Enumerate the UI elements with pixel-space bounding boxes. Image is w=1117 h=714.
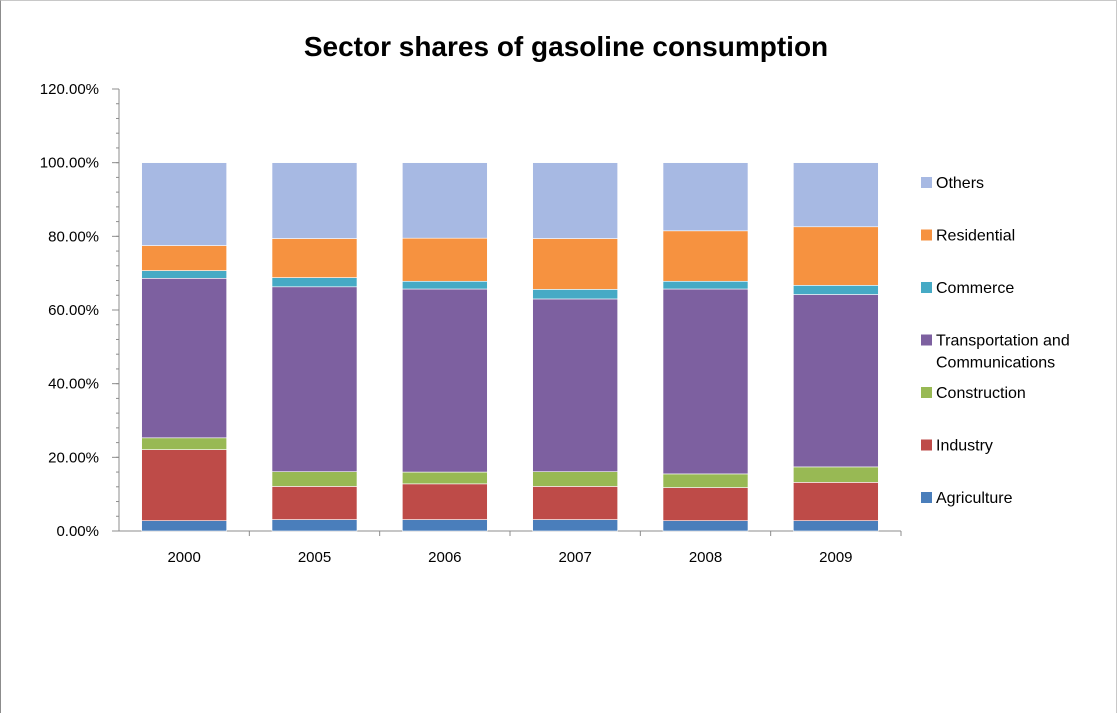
bar-segment-agriculture-2007 xyxy=(532,519,618,532)
bar-segment-commerce-2009 xyxy=(793,285,879,295)
bar-segment-construction-2006 xyxy=(402,471,488,485)
bar-segment-residential-2009 xyxy=(793,226,879,286)
bar-segment-construction-2007 xyxy=(532,471,618,487)
legend-swatch-agriculture xyxy=(921,492,932,503)
legend: Others Residential Commerce Transportation … xyxy=(921,175,1070,507)
y-tick-label: 120.00% xyxy=(40,81,99,98)
bar-segment-industry-2009 xyxy=(793,482,879,521)
legend-swatch-construction xyxy=(921,387,932,398)
bar-segment-commerce-2005 xyxy=(271,277,358,288)
bar-segment-industry-2006 xyxy=(402,483,488,520)
x-tick-label: 2005 xyxy=(298,549,331,566)
legend-swatch-transportation-and-communications xyxy=(921,334,932,346)
y-tick-label: 60.00% xyxy=(48,302,99,319)
bar-segment-commerce-2007 xyxy=(532,289,618,300)
legend-swatch-commerce xyxy=(921,282,932,293)
bar-segment-residential-2008 xyxy=(662,230,749,282)
bar-segment-others-2006 xyxy=(402,162,488,239)
chart-title: Sector shares of gasoline consumption xyxy=(304,31,828,62)
y-tick-label: 20.00% xyxy=(48,449,99,466)
bar-segment-others-2000 xyxy=(141,162,227,246)
bar-segment-industry-2007 xyxy=(532,486,618,520)
x-tick-label: 2000 xyxy=(167,549,200,566)
bar-segment-others-2007 xyxy=(532,162,618,239)
bar-segment-transportation-and-communications-2000 xyxy=(141,278,227,439)
legend-label-others: Others xyxy=(936,175,984,192)
legend-label-agriculture: Agriculture xyxy=(936,490,1013,507)
bar-segment-industry-2008 xyxy=(662,487,749,521)
y-tick-label: 100.00% xyxy=(40,155,99,172)
bar-segment-construction-2000 xyxy=(141,437,227,450)
bar-segment-transportation-and-communications-2005 xyxy=(271,286,358,472)
bar-segment-agriculture-2005 xyxy=(271,519,358,532)
y-tick-label: 40.00% xyxy=(48,376,99,393)
bar-segment-transportation-and-communications-2009 xyxy=(793,294,879,468)
bar-segment-others-2005 xyxy=(271,162,358,239)
bar-segment-construction-2008 xyxy=(662,473,749,488)
legend-label-commerce: Commerce xyxy=(936,280,1014,297)
legend-label-industry: Industry xyxy=(936,438,993,455)
bar-segment-agriculture-2009 xyxy=(793,520,879,532)
bar-segment-agriculture-2000 xyxy=(141,520,227,532)
bar-segment-commerce-2008 xyxy=(662,280,749,290)
bar-segment-construction-2005 xyxy=(271,471,358,487)
bar-segment-residential-2006 xyxy=(402,237,488,282)
y-tick-label: 0.00% xyxy=(56,523,99,540)
bar-segment-residential-2005 xyxy=(271,238,358,278)
bar-segment-construction-2009 xyxy=(793,466,879,483)
bar-segment-agriculture-2006 xyxy=(402,519,488,532)
legend-swatch-industry xyxy=(921,439,932,451)
x-tick-label: 2007 xyxy=(558,549,591,566)
legend-swatch-residential xyxy=(921,229,932,241)
bar-segment-residential-2007 xyxy=(532,238,618,290)
legend-swatch-others xyxy=(921,177,932,188)
legend-label-residential: Residential xyxy=(936,228,1015,245)
x-tick-label: 2009 xyxy=(819,549,852,566)
y-tick-label: 80.00% xyxy=(48,228,99,245)
bar-segment-commerce-2000 xyxy=(141,270,227,279)
legend-label-transportation-and-communications: Transportation and Communications xyxy=(936,333,1070,372)
bar-segment-industry-2000 xyxy=(141,449,227,521)
bar-segment-others-2008 xyxy=(662,162,749,232)
bar-segment-commerce-2006 xyxy=(402,280,488,290)
x-tick-label: 2006 xyxy=(428,549,461,566)
bar-segment-others-2009 xyxy=(793,162,879,228)
bar-segment-transportation-and-communications-2008 xyxy=(662,288,749,475)
legend-label-construction: Construction xyxy=(936,385,1026,402)
bar-segment-industry-2005 xyxy=(271,486,358,520)
bar-segment-agriculture-2008 xyxy=(662,520,749,532)
x-tick-label: 2008 xyxy=(689,549,722,566)
bar-segment-residential-2000 xyxy=(141,245,227,271)
bar-segment-transportation-and-communications-2006 xyxy=(402,288,488,473)
plot-area: 0.00% 20.00% 40.00% 60.00% 80.00% 100.00% 120.… xyxy=(40,81,902,566)
bar-segment-transportation-and-communications-2007 xyxy=(532,298,618,472)
